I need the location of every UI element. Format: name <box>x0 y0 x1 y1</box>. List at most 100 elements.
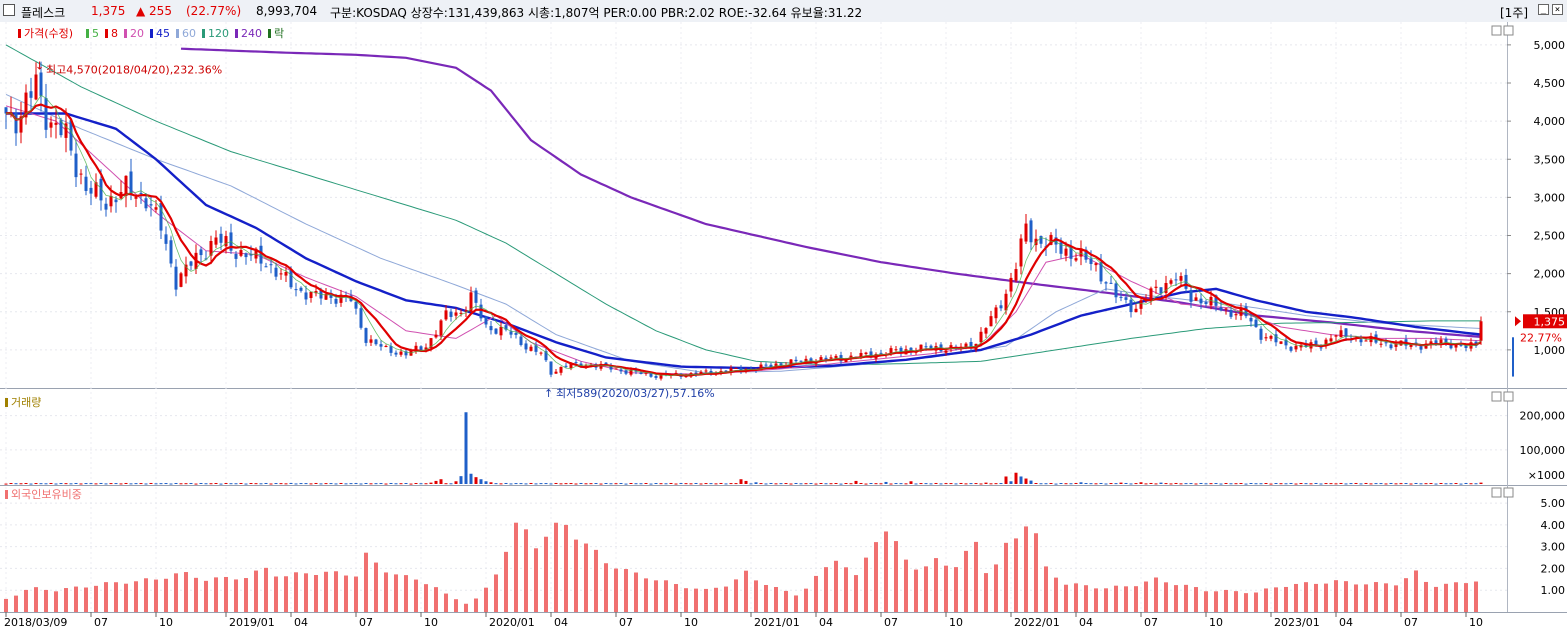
volume-bar <box>1049 483 1053 485</box>
volume-bar <box>949 483 953 485</box>
candle-body <box>1024 223 1028 242</box>
candle-body <box>264 266 268 268</box>
volume-bar <box>1124 482 1128 484</box>
panel-close-icon[interactable] <box>1503 487 1514 498</box>
candle-body <box>519 336 523 345</box>
panel-close-icon[interactable] <box>1503 25 1514 36</box>
volume-bar <box>1354 482 1358 484</box>
close-icon[interactable]: × <box>1552 4 1563 15</box>
candle-body <box>1049 234 1053 245</box>
volume-bar <box>184 483 188 485</box>
volume-bar <box>259 483 263 485</box>
stock-name[interactable]: 플레스크 <box>21 6 66 20</box>
volume-bar <box>864 483 868 485</box>
candle-body <box>779 363 783 366</box>
candle-body <box>1359 339 1363 343</box>
current-price: 1,375 <box>91 4 126 18</box>
legend-swatch <box>235 29 238 38</box>
volume-bar <box>454 481 458 484</box>
candle-body <box>449 311 453 317</box>
foreign-bar <box>374 562 378 612</box>
volume-bar <box>1349 483 1353 485</box>
foreign-bar <box>224 576 228 612</box>
volume-bar <box>1324 483 1328 485</box>
foreign-bar <box>804 588 808 612</box>
volume-bar <box>694 482 698 484</box>
volume-bar <box>709 483 713 485</box>
ma120-line <box>5 44 1481 366</box>
volume-bar <box>224 483 228 485</box>
volume-bar <box>774 483 778 485</box>
candle-body <box>394 352 398 355</box>
volume-bar <box>39 483 43 485</box>
volume-bar <box>939 483 943 485</box>
foreign-bar <box>1374 582 1378 612</box>
panel-restore-icon[interactable] <box>1491 487 1502 498</box>
panel-close-icon[interactable] <box>1503 391 1514 402</box>
candle-body <box>994 307 998 319</box>
volume-bar <box>1069 483 1073 485</box>
volume-bar <box>419 483 423 485</box>
volume-bar <box>1369 483 1373 485</box>
volume-bar <box>814 483 818 485</box>
volume-bar <box>1419 483 1423 485</box>
candle-body <box>969 341 973 349</box>
legend-item-0: 가격(수정) <box>24 27 73 40</box>
foreign-bar <box>544 536 548 612</box>
candle-body <box>1114 283 1118 298</box>
foreign-bar <box>864 557 868 612</box>
candle-body <box>1434 340 1438 345</box>
volume-bar <box>1034 482 1038 484</box>
minimize-icon[interactable]: _ <box>1538 4 1549 15</box>
foreign-bar <box>404 575 408 612</box>
volume-bar <box>1334 483 1338 485</box>
foreign-bar <box>734 579 738 612</box>
foreign-bar <box>1414 570 1418 612</box>
volume-bar <box>1149 482 1153 484</box>
volume-bar <box>559 483 563 485</box>
foreign-bar <box>134 581 138 612</box>
volume-bar <box>1254 483 1258 485</box>
foreign-bar <box>1344 581 1348 612</box>
candle-body <box>69 120 73 151</box>
panel-restore-icon[interactable] <box>1491 391 1502 402</box>
candle-body <box>869 351 873 358</box>
panel-restore-icon[interactable] <box>1491 25 1502 36</box>
volume-bar <box>669 482 673 484</box>
x-tick-label: 07 <box>1404 616 1418 629</box>
volume-bar <box>1374 483 1378 485</box>
volume-bar <box>254 483 258 485</box>
foreign-bar <box>1434 586 1438 612</box>
volume-bar <box>1279 483 1283 485</box>
volume-bar <box>14 483 18 485</box>
last-price-label: 1,375 <box>1534 315 1566 328</box>
candle-body <box>834 355 838 359</box>
candle-body <box>154 207 158 210</box>
candle-body <box>14 112 18 134</box>
candle-body <box>964 343 968 349</box>
candle-body <box>794 359 798 362</box>
candle-body <box>979 331 983 343</box>
candle-body <box>29 91 33 98</box>
volume-bar <box>1289 482 1293 484</box>
foreign-bar <box>1034 533 1038 612</box>
volume-bar <box>504 482 508 484</box>
foreign-tick-label: 1.00 <box>1541 584 1566 597</box>
candle-body <box>79 173 83 175</box>
period-selector[interactable]: [1주] <box>1500 6 1529 20</box>
volume-bar <box>349 483 353 485</box>
candle-body <box>129 171 133 195</box>
candle-body <box>109 195 113 207</box>
foreign-bar <box>1454 582 1458 612</box>
volume-bar <box>734 483 738 485</box>
candle-body <box>159 203 163 231</box>
price-change-pct: (22.77%) <box>186 4 242 18</box>
candle-body <box>199 249 203 256</box>
candle-body <box>534 345 538 352</box>
candle-body <box>514 333 518 335</box>
volume-bar <box>844 483 848 485</box>
select-checkbox[interactable] <box>3 4 15 16</box>
candle-body <box>414 345 418 351</box>
volume-bar <box>359 483 363 485</box>
volume-bar <box>124 482 128 484</box>
